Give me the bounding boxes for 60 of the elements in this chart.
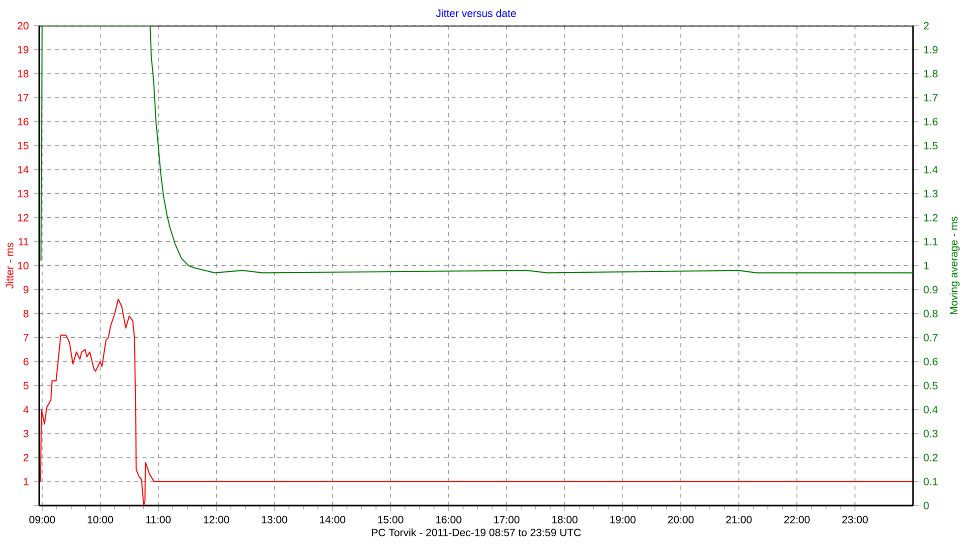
- y-tick-label: 1: [24, 478, 28, 486]
- y-tick-label: 9: [24, 286, 28, 294]
- y-tick-label: 4: [23, 406, 29, 414]
- x-tick-label: 11:00: [146, 516, 171, 524]
- y-tick-label: 8: [24, 310, 28, 318]
- y2-tick-label: 0.4: [924, 406, 938, 414]
- y2-tick-label: 0.7: [924, 334, 938, 342]
- y-axis-title: Jitter - ms: [6, 242, 14, 289]
- y-tick-label: 19: [18, 46, 28, 54]
- x-tick-label: 21:00: [726, 516, 752, 524]
- y-tick-label: 11: [18, 238, 28, 246]
- y-tick-label: 12: [18, 214, 28, 222]
- x-axis-title: PC Torvik - 2011-Dec-19 08:57 to 23:59 UTC: [372, 528, 581, 536]
- y-tick-label: 16: [18, 118, 28, 126]
- x-tick-label: 19:00: [610, 516, 636, 524]
- x-tick-label: 22:00: [784, 516, 810, 524]
- y2-axis-title: Moving average - ms: [950, 216, 960, 314]
- y2-tick-label: 0.3: [924, 430, 938, 438]
- y-tick-label: 5: [23, 382, 28, 390]
- y2-tick-label: 1.9: [924, 46, 938, 54]
- y2-tick-label: 0: [924, 502, 929, 510]
- y-tick-label: 6: [24, 358, 28, 366]
- y2-tick-label: 2: [924, 22, 929, 30]
- y2-tick-label: 1.3: [924, 190, 938, 198]
- y2-tick-label: 1.4: [924, 166, 938, 174]
- y-tick-label: 13: [18, 190, 28, 198]
- y2-tick-label: 1.6: [924, 118, 938, 126]
- y2-tick-label: 0.8: [924, 310, 938, 318]
- y2-tick-label: 0.9: [924, 286, 938, 294]
- y-tick-label: 14: [18, 166, 29, 174]
- y-tick-label: 15: [18, 142, 28, 150]
- y2-tick-label: 0.5: [924, 382, 938, 390]
- x-tick-label: 23:00: [842, 516, 868, 524]
- y-tick-label: 10: [18, 262, 29, 270]
- y2-tick-label: 0.6: [924, 358, 938, 366]
- x-tick-label: 17:00: [494, 516, 520, 524]
- y-tick-label: 3: [23, 430, 28, 438]
- y-tick-label: 20: [18, 22, 29, 30]
- x-tick-label: 14:00: [320, 516, 346, 524]
- x-tick-label: 13:00: [262, 516, 288, 524]
- y-tick-label: 17: [18, 94, 28, 102]
- x-tick-label: 10:00: [88, 516, 114, 524]
- y2-tick-label: 1.7: [924, 94, 938, 102]
- y2-tick-label: 1.2: [924, 214, 938, 222]
- y2-tick-label: 1: [924, 262, 929, 270]
- y2-tick-label: 1.8: [924, 70, 938, 78]
- chart-title: Jitter versus date: [436, 9, 516, 17]
- x-tick-label: 16:00: [436, 516, 462, 524]
- y2-tick-label: 0.2: [924, 454, 938, 462]
- y2-tick-label: 0.1: [924, 478, 938, 486]
- x-tick-label: 18:00: [552, 516, 578, 524]
- y-tick-label: 18: [18, 70, 28, 78]
- x-tick-label: 20:00: [668, 516, 694, 524]
- y-tick-label: 2: [24, 454, 28, 462]
- y2-tick-label: 1.1: [924, 238, 938, 246]
- x-tick-label: 15:00: [378, 516, 404, 524]
- x-tick-label: 12:00: [204, 516, 230, 524]
- x-tick-label: 09:00: [29, 516, 55, 524]
- y-tick-label: 7: [24, 334, 28, 342]
- y2-tick-label: 1.5: [924, 142, 938, 150]
